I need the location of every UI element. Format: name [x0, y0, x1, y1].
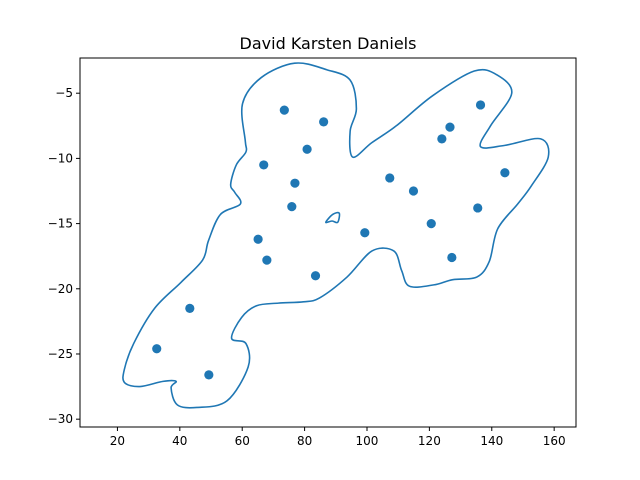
y-tick-label: −30	[48, 412, 73, 426]
scatter-points-layer	[152, 100, 510, 380]
scatter-point-18	[500, 168, 510, 178]
scatter-point-16	[475, 100, 486, 110]
scatter-point-9	[310, 271, 321, 281]
scatter-point-6	[287, 202, 297, 212]
y-tick-label: −20	[48, 282, 73, 296]
scatter-point-8	[262, 255, 272, 265]
scatter-point-2	[319, 117, 329, 127]
x-tick-label: 40	[172, 434, 187, 448]
scatter-point-5	[290, 178, 300, 188]
density-contour-2	[325, 211, 341, 224]
scatter-point-11	[385, 173, 395, 183]
scatter-point-15	[445, 122, 455, 132]
scatter-point-7	[253, 234, 263, 244]
density-contour-1	[122, 62, 550, 409]
scatter-point-1	[279, 105, 289, 115]
scatter-point-12	[408, 186, 419, 196]
x-tick-label: 60	[235, 434, 250, 448]
scatter-point-17	[473, 203, 483, 213]
y-tick-label: −15	[48, 217, 73, 231]
x-tick-label: 140	[480, 434, 503, 448]
scatter-point-10	[360, 228, 370, 238]
x-tick-label: 160	[543, 434, 566, 448]
x-tick-label: 80	[297, 434, 312, 448]
scatter-point-4	[259, 160, 269, 170]
x-tick-label: 100	[356, 434, 379, 448]
x-axis-ticks: 20 40 60 80 100 120 140 160	[110, 427, 566, 448]
scatter-point-14	[437, 134, 447, 144]
density-contour-layer	[122, 62, 550, 409]
x-tick-label: 20	[110, 434, 125, 448]
scatter-point-13	[426, 218, 436, 229]
scatter-point-3	[302, 144, 312, 154]
plot-frame	[79, 57, 577, 428]
scatter-point-21	[152, 344, 162, 354]
scatter-point-19	[447, 252, 457, 263]
scatter-point-20	[185, 303, 195, 313]
x-tick-label: 120	[418, 434, 441, 448]
scatter-point-22	[204, 370, 214, 380]
y-tick-label: −10	[48, 151, 73, 165]
y-tick-label: −5	[55, 86, 73, 100]
y-tick-label: −25	[48, 347, 73, 361]
chart-title: David Karsten Daniels	[240, 34, 417, 53]
y-axis-ticks: −5 −10 −15 −20 −25 −30	[48, 86, 80, 426]
